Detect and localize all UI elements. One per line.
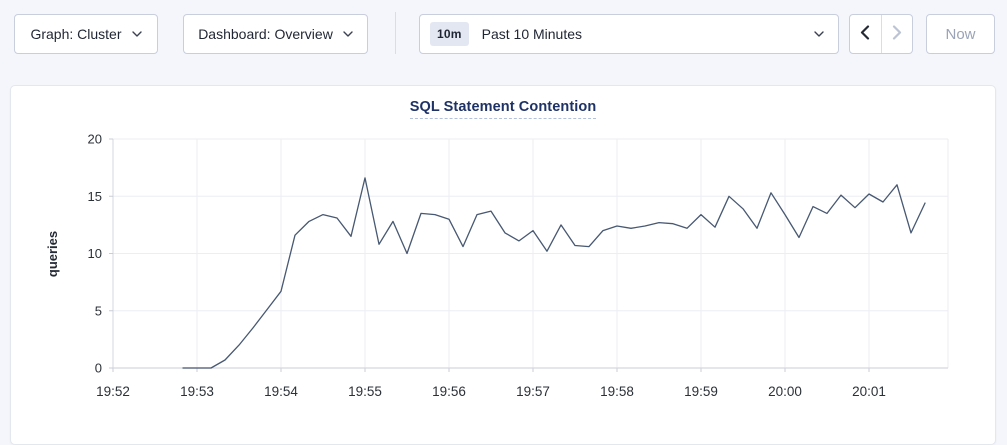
time-range-step-group [849, 14, 913, 54]
chevron-down-icon [343, 31, 353, 37]
x-tick-label: 19:55 [348, 384, 382, 399]
toolbar-divider [395, 12, 396, 54]
y-tick-label: 5 [95, 303, 102, 318]
y-tick-label: 15 [88, 189, 102, 204]
x-tick-label: 19:56 [432, 384, 466, 399]
prev-range-button[interactable] [850, 15, 881, 53]
dashboard-dropdown[interactable]: Dashboard: Overview [183, 14, 368, 54]
x-tick-label: 19:58 [600, 384, 634, 399]
chart-title: SQL Statement Contention [409, 99, 597, 119]
time-range-label: Past 10 Minutes [481, 26, 583, 42]
series-line-queries [182, 177, 926, 369]
x-tick-label: 19:53 [180, 384, 214, 399]
x-tick-label: 20:01 [852, 384, 886, 399]
graph-dropdown-label: Graph: Cluster [30, 26, 122, 42]
graph-dropdown[interactable]: Graph: Cluster [14, 14, 158, 54]
chevron-right-icon [892, 25, 902, 43]
x-tick-label: 19:54 [264, 384, 298, 399]
now-button-label: Now [945, 25, 976, 43]
dashboard-dropdown-label: Dashboard: Overview [198, 26, 333, 42]
y-tick-label: 20 [88, 132, 102, 147]
next-range-button[interactable] [880, 15, 912, 53]
chart-title-wrap: SQL Statement Contention [11, 98, 995, 119]
contention-chart[interactable]: 19:52 19:53 19:54 19:55 19:56 19:57 19:58 19:59… [0, 0, 1007, 432]
x-tick-label: 19:59 [684, 384, 718, 399]
chevron-down-icon [131, 31, 142, 37]
x-tick-label: 19:57 [516, 384, 550, 399]
x-tick-label: 19:52 [96, 384, 130, 399]
chart-card: SQL Statement Contention [10, 85, 996, 445]
chevron-down-icon [814, 31, 824, 37]
time-range-selector[interactable]: 10m Past 10 Minutes [419, 14, 839, 54]
time-range-badge: 10m [430, 22, 469, 46]
y-tick-label: 0 [95, 361, 102, 376]
chevron-left-icon [860, 25, 870, 43]
y-axis-label: queries [45, 231, 60, 277]
now-button[interactable]: Now [926, 14, 995, 54]
x-tick-label: 20:00 [768, 384, 802, 399]
y-tick-label: 10 [88, 246, 102, 261]
